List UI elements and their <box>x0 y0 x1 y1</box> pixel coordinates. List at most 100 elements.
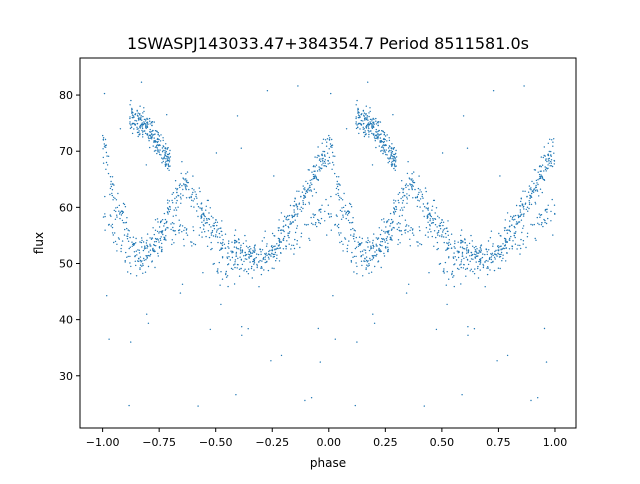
data-point <box>340 240 343 243</box>
data-point <box>165 154 167 157</box>
data-point <box>538 178 541 180</box>
data-point <box>239 250 242 252</box>
data-point <box>326 152 329 154</box>
data-point <box>391 228 393 230</box>
data-point <box>156 144 159 146</box>
data-point <box>153 133 155 136</box>
data-point <box>300 210 303 212</box>
data-point <box>200 216 203 218</box>
data-point <box>462 115 465 117</box>
data-point <box>185 188 187 191</box>
data-point <box>417 199 419 201</box>
data-point <box>380 133 382 135</box>
data-point <box>451 273 453 276</box>
data-point <box>161 246 163 248</box>
data-point <box>400 197 402 200</box>
data-point <box>488 249 490 251</box>
data-point <box>540 214 543 216</box>
data-point <box>292 244 295 247</box>
data-point <box>390 148 393 150</box>
data-point <box>481 256 484 259</box>
data-point <box>307 223 309 226</box>
data-point <box>345 217 347 220</box>
data-point <box>386 134 388 136</box>
data-point <box>545 158 547 160</box>
data-point <box>412 197 414 199</box>
data-point <box>473 273 476 275</box>
data-point <box>398 226 400 229</box>
data-point <box>525 246 527 249</box>
data-point <box>275 248 277 250</box>
data-point <box>366 264 368 266</box>
data-point <box>168 165 170 168</box>
data-point <box>411 184 413 186</box>
data-point <box>234 263 236 265</box>
data-point <box>375 137 378 139</box>
data-point <box>198 187 200 189</box>
data-point <box>427 213 429 216</box>
data-point <box>447 244 450 247</box>
data-point <box>191 187 193 190</box>
data-point <box>409 184 412 186</box>
data-point <box>480 251 482 253</box>
data-point <box>180 172 182 175</box>
data-point <box>392 156 394 158</box>
data-point <box>513 235 516 237</box>
data-point <box>467 334 469 336</box>
data-point <box>530 223 532 226</box>
data-point <box>216 270 219 272</box>
data-point <box>408 177 410 179</box>
data-point <box>212 225 214 227</box>
data-point <box>327 204 329 206</box>
data-point <box>388 160 391 163</box>
data-point <box>452 276 454 278</box>
data-point <box>220 247 222 249</box>
data-point <box>534 237 536 240</box>
data-point <box>145 255 147 257</box>
x-tick-label: −0.25 <box>255 436 289 449</box>
data-point <box>354 247 357 250</box>
data-point <box>313 188 315 190</box>
data-point <box>377 138 379 140</box>
data-point <box>503 237 506 240</box>
data-point <box>492 260 494 263</box>
data-point <box>327 212 330 215</box>
data-point <box>149 134 151 136</box>
data-point <box>375 245 377 247</box>
data-point <box>191 241 193 243</box>
data-point <box>131 107 133 110</box>
data-point <box>279 247 281 249</box>
x-tick-label: 1.00 <box>543 436 568 449</box>
data-point <box>134 260 136 262</box>
data-point <box>303 195 305 197</box>
data-point <box>544 208 547 211</box>
data-point <box>401 207 403 209</box>
data-point <box>220 227 222 229</box>
data-point <box>180 198 182 200</box>
data-point <box>104 229 106 231</box>
data-point <box>541 164 544 166</box>
data-point <box>141 129 143 132</box>
data-point <box>447 230 449 233</box>
data-point <box>206 245 209 247</box>
data-point <box>289 223 291 225</box>
data-point <box>207 230 210 232</box>
data-point <box>393 159 395 162</box>
data-point <box>212 235 215 237</box>
data-point <box>494 250 496 253</box>
data-point <box>309 186 311 189</box>
data-point <box>408 283 410 285</box>
data-point <box>239 252 242 254</box>
data-point <box>168 159 171 161</box>
data-point <box>282 248 285 250</box>
data-point <box>234 242 236 244</box>
data-point <box>214 221 217 224</box>
data-point <box>111 194 114 197</box>
data-point <box>121 240 124 242</box>
data-point <box>167 155 169 158</box>
data-point <box>307 182 309 185</box>
data-point <box>514 227 516 229</box>
data-point <box>497 252 499 254</box>
data-point <box>539 176 541 178</box>
data-point <box>452 256 454 258</box>
